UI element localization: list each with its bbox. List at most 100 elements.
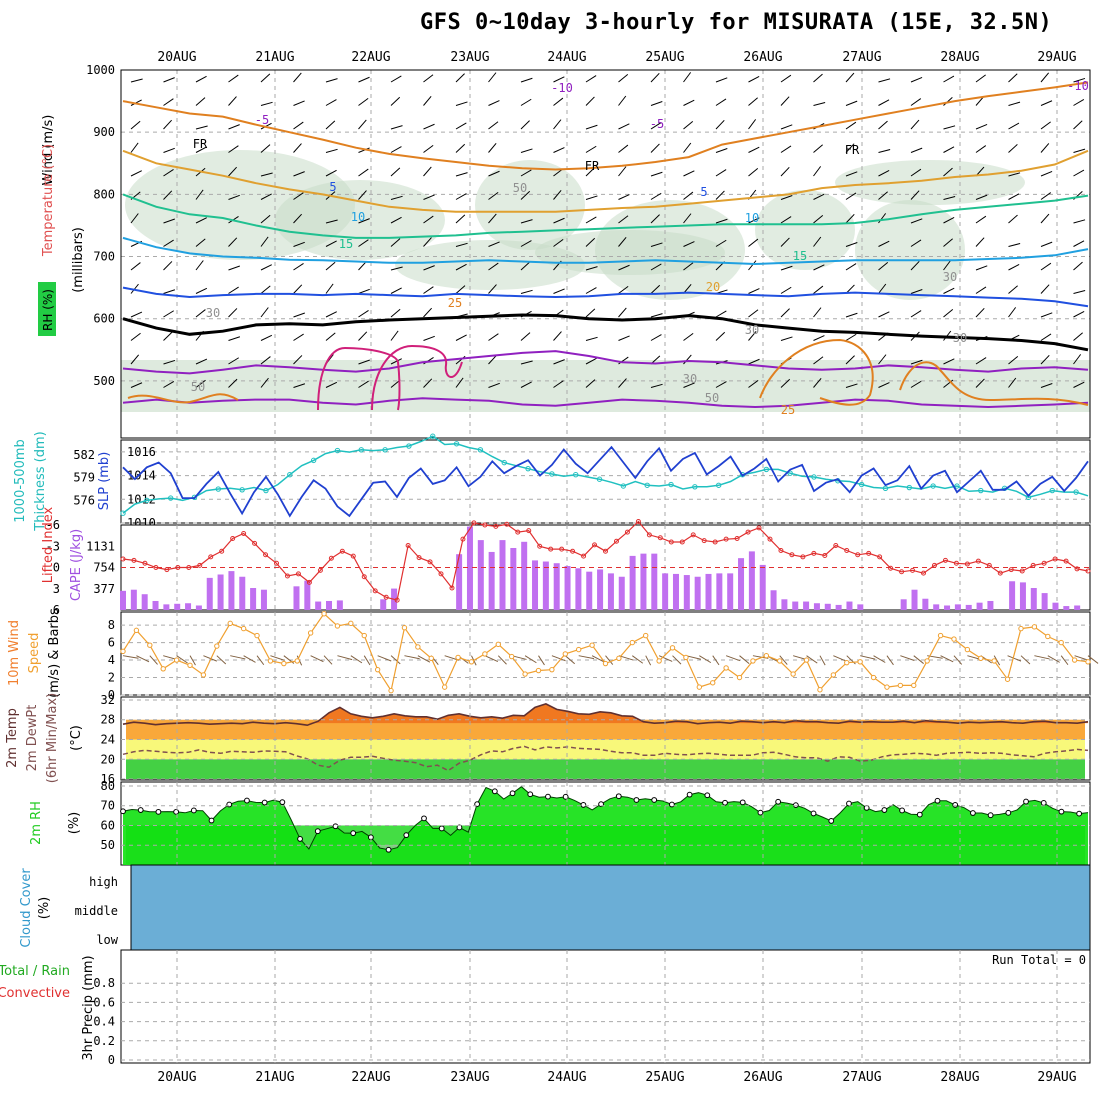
- label-slp: SLP (mb): [97, 452, 112, 511]
- wind-barb: [358, 359, 370, 365]
- wind-barb: [650, 313, 663, 318]
- wind-speed-point: [924, 658, 930, 664]
- surface-barb: [404, 655, 420, 660]
- rh-point: [722, 799, 728, 806]
- wind-barb: [423, 123, 435, 130]
- wind-speed-point: [415, 644, 421, 650]
- wind-barb: [293, 312, 305, 318]
- contour-label: -5: [255, 113, 269, 127]
- wind-barb: [553, 380, 564, 388]
- date-label-top: 29AUG: [1037, 50, 1076, 65]
- surface-barb: [337, 655, 353, 661]
- wind-barb: [520, 289, 533, 294]
- wind-barb: [1040, 383, 1053, 388]
- rh-shade-blob: [855, 200, 965, 300]
- wind-barb: [585, 75, 597, 83]
- thickness-point: [167, 495, 174, 501]
- li-point: [208, 554, 214, 560]
- rh-point: [828, 818, 835, 824]
- wind-barb: [163, 381, 175, 388]
- wind-barb: [325, 219, 338, 224]
- wind-barb: [520, 148, 533, 153]
- rh-point: [899, 807, 905, 814]
- li-point: [888, 565, 894, 571]
- wind-barb: [1008, 243, 1021, 247]
- thickness-point: [1049, 487, 1055, 494]
- wind-barb: [975, 378, 985, 388]
- contour-label: 50: [705, 391, 719, 405]
- cape-bar: [662, 573, 669, 610]
- wind-speed-point: [911, 682, 917, 689]
- wind-barb: [195, 217, 207, 224]
- p3-cape-tick: 1131: [86, 539, 115, 553]
- p3-frame: [120, 524, 1091, 611]
- wind-barb: [780, 195, 793, 200]
- li-point: [855, 552, 861, 558]
- wind-barb: [228, 336, 241, 341]
- wind-barb: [1008, 193, 1020, 200]
- p1-ytick: 500: [93, 374, 115, 388]
- wind-barb: [748, 358, 760, 365]
- cape-bar: [716, 573, 723, 610]
- li-point: [197, 562, 203, 568]
- wind-speed-point: [803, 657, 810, 663]
- wind-speed-point: [482, 651, 488, 657]
- wind-barb: [683, 72, 692, 83]
- wind-speed-point: [683, 654, 689, 661]
- wind-speed-point: [535, 667, 542, 674]
- li-point: [1041, 560, 1047, 566]
- wind-barb: [195, 287, 208, 294]
- wind-barb: [650, 214, 660, 224]
- surface-barb: [658, 655, 673, 662]
- isotherm-neg10: [122, 397, 1089, 409]
- cape-bar: [672, 573, 679, 610]
- wind-barb: [845, 143, 855, 153]
- li-point: [1008, 567, 1014, 573]
- rh-point: [314, 828, 321, 835]
- p8-ytick: 0.6: [93, 995, 115, 1009]
- rh-point: [438, 825, 445, 832]
- surface-barb: [310, 655, 324, 663]
- dewpt-line: [122, 745, 1089, 772]
- cape-bar: [532, 560, 539, 610]
- cape-bar: [813, 603, 820, 610]
- surface-barb: [538, 655, 545, 666]
- wind-barb: [163, 190, 173, 200]
- rh-point: [421, 815, 427, 822]
- contour-label: -10: [551, 81, 573, 95]
- wind-barb: [390, 287, 402, 294]
- p4-ytick: 6: [108, 636, 115, 650]
- surface-barb: [712, 655, 720, 666]
- wind-barb: [260, 264, 272, 271]
- wind-barb: [228, 96, 237, 106]
- isotherm-20: [122, 149, 1089, 213]
- wind-barb: [748, 288, 760, 294]
- wind-barb: [358, 168, 369, 177]
- wind-barb: [325, 120, 336, 130]
- wind-barb: [1073, 99, 1085, 106]
- cape-bar: [1009, 581, 1016, 610]
- li-point: [603, 548, 608, 554]
- cloud-cover-block: [130, 864, 1091, 951]
- li-point: [263, 552, 269, 558]
- cape-bar: [195, 605, 202, 610]
- li-point: [877, 554, 883, 560]
- rh-point: [509, 790, 516, 797]
- wind-barb: [650, 122, 662, 130]
- wind-barb: [748, 119, 757, 130]
- li-point: [526, 528, 532, 534]
- p5-ytick: 28: [101, 713, 115, 727]
- cape-bar: [900, 599, 907, 610]
- wind-barb: [228, 265, 240, 271]
- wind-speed-point: [187, 662, 193, 668]
- cape-bar: [553, 563, 560, 610]
- wind-barb: [585, 167, 595, 177]
- slp-line: [122, 445, 1089, 518]
- wind-barb: [520, 120, 530, 130]
- wind-barb: [975, 123, 988, 130]
- rh-point: [527, 791, 534, 798]
- label-wind: Wind (m/s): [41, 115, 56, 186]
- label-total-rain: Total / Rain: [0, 964, 70, 979]
- cape-bar: [1052, 602, 1059, 610]
- wind-barb: [163, 359, 176, 365]
